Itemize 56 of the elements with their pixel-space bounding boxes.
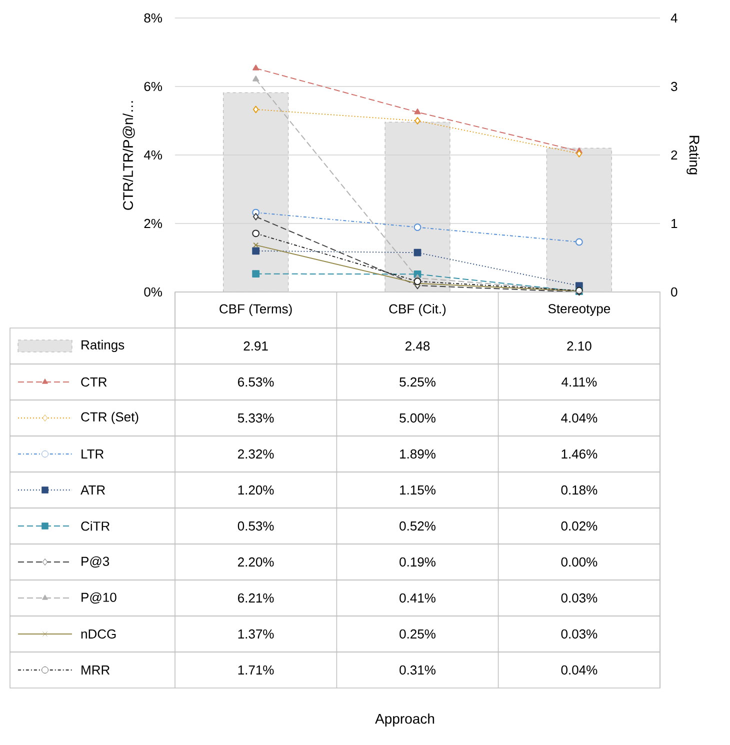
data-label: 0.04%	[561, 665, 598, 675]
data-label: 5.00%	[400, 413, 436, 423]
y-tick-label: 0%	[144, 287, 162, 297]
y2-tick-label: 2	[671, 150, 678, 160]
data-label: 0.53%	[238, 521, 274, 531]
y-tick-label: 2%	[144, 218, 162, 228]
data-label: 2.20%	[238, 557, 274, 567]
data-label: 0.25%	[400, 629, 436, 639]
x-tick-label: CBF (Cit.)	[389, 304, 446, 316]
legend-label: P@10	[82, 592, 116, 604]
data-label: 0.19%	[400, 557, 436, 567]
data-label: 4.11%	[562, 377, 597, 387]
legend-label: LTR	[82, 450, 104, 458]
legend-label: ATR	[80, 486, 105, 494]
legend-label: Ratings	[82, 340, 124, 352]
data-label: 1.37%	[238, 629, 274, 639]
data-label: 1.46%	[562, 449, 598, 459]
legend-label: CTR	[81, 377, 107, 387]
data-label: 0.18%	[561, 485, 598, 495]
data-label: 1.15%	[400, 485, 436, 495]
data-label: 2.10	[567, 341, 592, 351]
y2-tick-label: 0	[671, 287, 678, 297]
data-label: 2.32%	[238, 449, 274, 459]
legend-label: nDCG	[81, 629, 116, 639]
y-tick-label: 6%	[144, 82, 162, 92]
x-tick-label: CBF (Terms)	[220, 304, 292, 316]
y-tick-label: 8%	[144, 13, 162, 23]
data-label: 0.00%	[561, 557, 598, 567]
x-tick-label: Stereotype	[548, 304, 610, 316]
legend-label: CiTR	[81, 521, 110, 531]
y-tick-label: 4%	[144, 150, 162, 160]
text: Approach	[375, 713, 434, 727]
data-label: 0.41%	[400, 593, 436, 603]
data-label: 0.52%	[400, 521, 436, 531]
data-label: 1.89%	[400, 449, 436, 459]
legend-label: CTR (Set)	[81, 412, 138, 424]
legend-label: MRR	[82, 666, 110, 674]
data-label: 6.21%	[238, 593, 274, 603]
y2-axis-title: Rating	[686, 136, 700, 174]
data-label: 6.53%	[238, 377, 274, 387]
data-label: 0.03%	[561, 629, 598, 639]
data-label: 2.91	[244, 341, 268, 351]
data-label: 1.71%	[238, 665, 274, 675]
data-label: 0.02%	[561, 521, 598, 531]
y2-tick-label: 1	[672, 219, 678, 228]
legend-label: P@3	[82, 556, 110, 568]
y-axis-title: CTR/LTR/P@n/…	[122, 101, 135, 210]
data-label: 5.25%	[400, 377, 436, 387]
data-label: 1.20%	[238, 485, 274, 495]
data-label: 5.33%	[238, 413, 274, 423]
data-label: 0.03%	[561, 593, 598, 603]
y2-tick-label: 4	[670, 14, 678, 22]
data-label: 0.31%	[400, 665, 436, 675]
data-label: 4.04%	[561, 413, 598, 423]
y2-tick-label: 3	[671, 82, 678, 92]
data-label: 2.48	[406, 341, 430, 351]
